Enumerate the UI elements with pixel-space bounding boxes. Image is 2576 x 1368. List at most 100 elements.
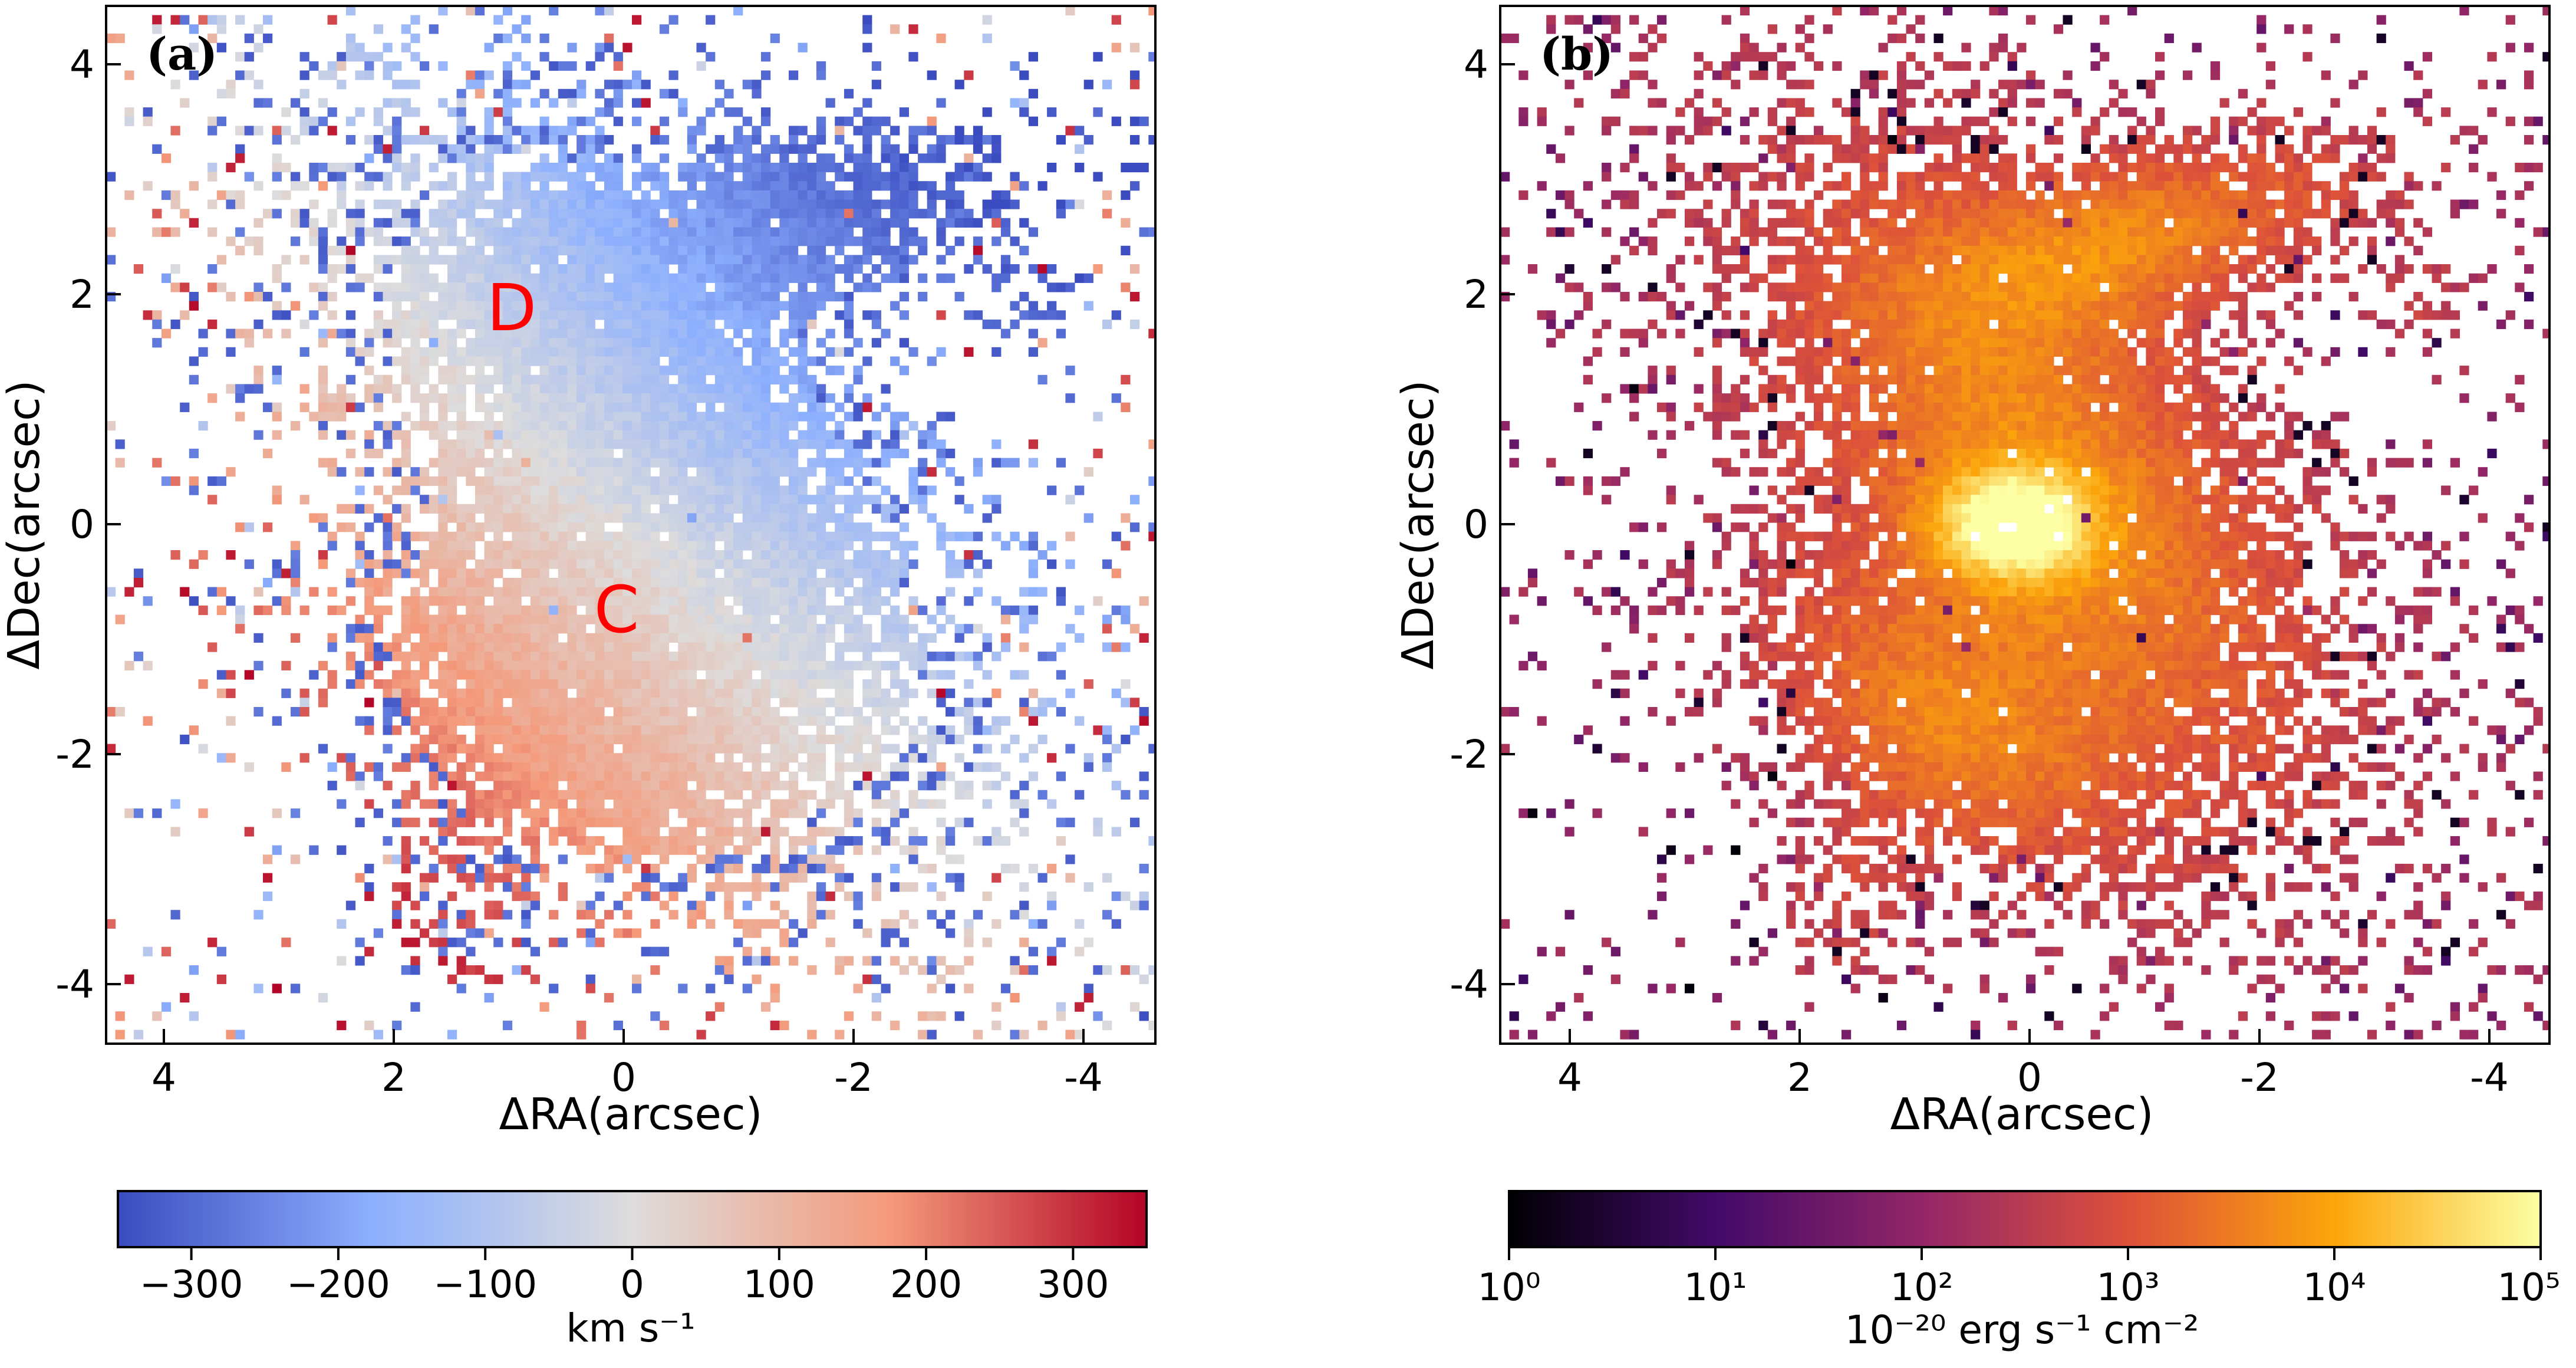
velocity-pixel xyxy=(871,587,881,597)
velocity-pixel xyxy=(493,458,503,468)
velocity-pixel xyxy=(567,439,577,449)
velocity-pixel xyxy=(696,301,706,311)
velocity-pixel xyxy=(549,495,559,505)
velocity-pixel xyxy=(466,541,476,551)
velocity-pixel xyxy=(189,725,199,735)
velocity-pixel xyxy=(706,301,716,311)
velocity-pixel xyxy=(558,199,568,209)
velocity-pixel xyxy=(789,172,799,182)
velocity-pixel xyxy=(714,781,724,791)
velocity-pixel xyxy=(595,412,605,422)
velocity-pixel xyxy=(133,264,144,274)
velocity-pixel xyxy=(512,439,522,449)
velocity-pixel xyxy=(835,660,845,670)
velocity-pixel xyxy=(429,716,439,726)
velocity-pixel xyxy=(438,753,448,763)
velocity-pixel xyxy=(761,292,771,302)
velocity-pixel xyxy=(475,70,485,80)
velocity-pixel xyxy=(235,153,245,163)
velocity-pixel xyxy=(143,116,153,126)
velocity-pixel xyxy=(475,292,485,302)
velocity-pixel xyxy=(964,163,974,173)
velocity-pixel xyxy=(927,744,937,754)
velocity-pixel xyxy=(668,347,678,357)
velocity-pixel xyxy=(798,596,808,606)
velocity-pixel xyxy=(392,301,402,311)
velocity-pixel xyxy=(770,282,780,292)
velocity-pixel xyxy=(807,227,817,237)
velocity-pixel xyxy=(549,541,559,551)
velocity-pixel xyxy=(401,559,411,569)
velocity-pixel xyxy=(899,366,909,376)
velocity-pixel xyxy=(696,781,706,791)
velocity-pixel xyxy=(752,347,762,357)
velocity-pixel xyxy=(364,61,374,71)
velocity-pixel xyxy=(714,716,724,726)
velocity-pixel xyxy=(521,264,531,274)
velocity-pixel xyxy=(604,568,614,578)
velocity-pixel xyxy=(733,421,743,431)
velocity-pixel xyxy=(1028,328,1038,338)
velocity-pixel xyxy=(539,347,549,357)
velocity-pixel xyxy=(355,624,365,634)
velocity-pixel xyxy=(789,799,799,809)
velocity-pixel xyxy=(770,255,780,265)
velocity-pixel xyxy=(890,531,900,541)
velocity-pixel xyxy=(521,836,531,846)
velocity-pixel xyxy=(807,541,817,551)
velocity-pixel xyxy=(558,135,568,145)
velocity-pixel xyxy=(789,245,799,255)
velocity-pixel xyxy=(475,652,485,662)
velocity-pixel xyxy=(659,550,670,560)
velocity-pixel xyxy=(512,255,522,265)
velocity-pixel xyxy=(577,679,587,689)
velocity-pixel xyxy=(420,799,430,809)
velocity-pixel xyxy=(641,762,651,772)
velocity-pixel xyxy=(226,88,236,98)
velocity-pixel xyxy=(936,670,946,680)
velocity-pixel xyxy=(392,98,402,108)
velocity-pixel xyxy=(946,568,956,578)
velocity-pixel xyxy=(871,660,881,670)
velocity-pixel xyxy=(650,301,660,311)
velocity-pixel xyxy=(392,163,402,173)
velocity-pixel xyxy=(1037,873,1047,883)
velocity-pixel xyxy=(936,734,946,745)
velocity-pixel xyxy=(456,328,466,338)
velocity-pixel xyxy=(466,504,476,514)
velocity-pixel xyxy=(816,605,826,616)
velocity-pixel xyxy=(401,24,411,34)
velocity-pixel xyxy=(456,568,466,578)
velocity-pixel xyxy=(383,836,393,846)
velocity-pixel xyxy=(807,568,817,578)
velocity-pixel xyxy=(235,605,245,616)
velocity-pixel xyxy=(401,660,411,670)
velocity-pixel xyxy=(401,347,411,357)
velocity-pixel xyxy=(779,467,789,477)
velocity-pixel xyxy=(595,688,605,698)
velocity-pixel xyxy=(678,762,688,772)
velocity-pixel xyxy=(577,734,587,745)
velocity-pixel xyxy=(253,80,263,90)
velocity-pixel xyxy=(632,836,642,846)
velocity-pixel xyxy=(595,790,605,800)
velocity-pixel xyxy=(373,402,383,412)
velocity-pixel xyxy=(899,522,909,532)
velocity-pixel xyxy=(862,476,872,486)
velocity-pixel xyxy=(862,550,872,560)
velocity-pixel xyxy=(189,24,199,34)
velocity-pixel xyxy=(401,292,411,302)
velocity-pixel xyxy=(1047,698,1057,708)
velocity-pixel xyxy=(779,328,789,338)
velocity-pixel xyxy=(714,587,724,597)
velocity-pixel xyxy=(706,771,716,781)
velocity-pixel xyxy=(1047,301,1057,311)
velocity-pixel xyxy=(345,578,356,588)
velocity-pixel xyxy=(678,753,688,763)
velocity-pixel xyxy=(226,80,236,90)
velocity-pixel xyxy=(466,753,476,763)
velocity-pixel xyxy=(604,467,614,477)
velocity-pixel xyxy=(456,384,466,394)
velocity-pixel xyxy=(724,310,734,320)
velocity-pixel xyxy=(466,163,476,173)
